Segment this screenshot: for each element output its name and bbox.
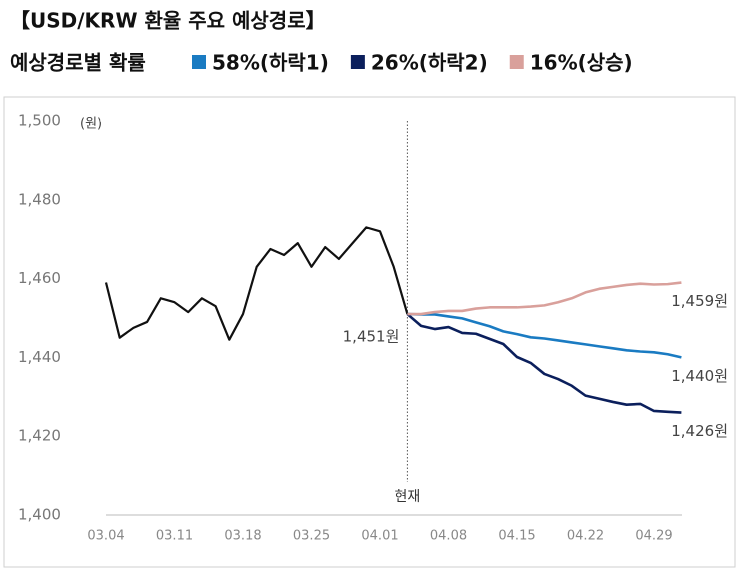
now-label: 현재 [395, 489, 421, 505]
data-label: 1,451원 [343, 328, 400, 346]
series-line [407, 312, 682, 359]
legend-swatch [509, 55, 524, 69]
x-tick-label: 04.29 [635, 529, 672, 544]
y-tick-label: 1,400 [18, 506, 61, 524]
x-tick-label: 03.18 [224, 529, 261, 544]
chart-title: 【USD/KRW 환율 주요 예상경로】 [10, 9, 326, 33]
series-line [104, 226, 409, 341]
y-tick-label: 1,420 [18, 427, 61, 445]
x-tick-label: 04.08 [430, 529, 467, 544]
legend-label: 16%(상승) [530, 51, 633, 75]
y-tick-label: 1,440 [18, 348, 61, 366]
y-tick-label: 1,460 [18, 269, 61, 287]
x-tick-label: 03.11 [156, 529, 193, 544]
x-tick-label: 04.01 [361, 529, 398, 544]
data-label: 1,440원 [671, 367, 728, 385]
chart-subtitle: 예상경로별 확률 [10, 51, 146, 75]
data-label: 1,459원 [671, 292, 728, 310]
y-tick-label: 1,480 [18, 190, 61, 208]
series-line [406, 313, 682, 414]
x-tick-label: 04.22 [567, 529, 604, 544]
y-unit: (원) [80, 117, 102, 132]
chart-frame [3, 96, 736, 568]
series-line [407, 281, 682, 316]
legend-swatch [350, 55, 365, 69]
y-tick-label: 1,500 [18, 112, 61, 130]
legend-swatch [192, 55, 206, 69]
data-label: 1,426원 [671, 422, 728, 440]
legend-label: 58%(하락1) [212, 51, 329, 75]
x-tick-label: 04.15 [498, 529, 535, 544]
x-tick-label: 03.04 [87, 529, 124, 544]
legend-label: 26%(하락2) [371, 51, 488, 75]
x-tick-label: 03.25 [293, 529, 330, 544]
